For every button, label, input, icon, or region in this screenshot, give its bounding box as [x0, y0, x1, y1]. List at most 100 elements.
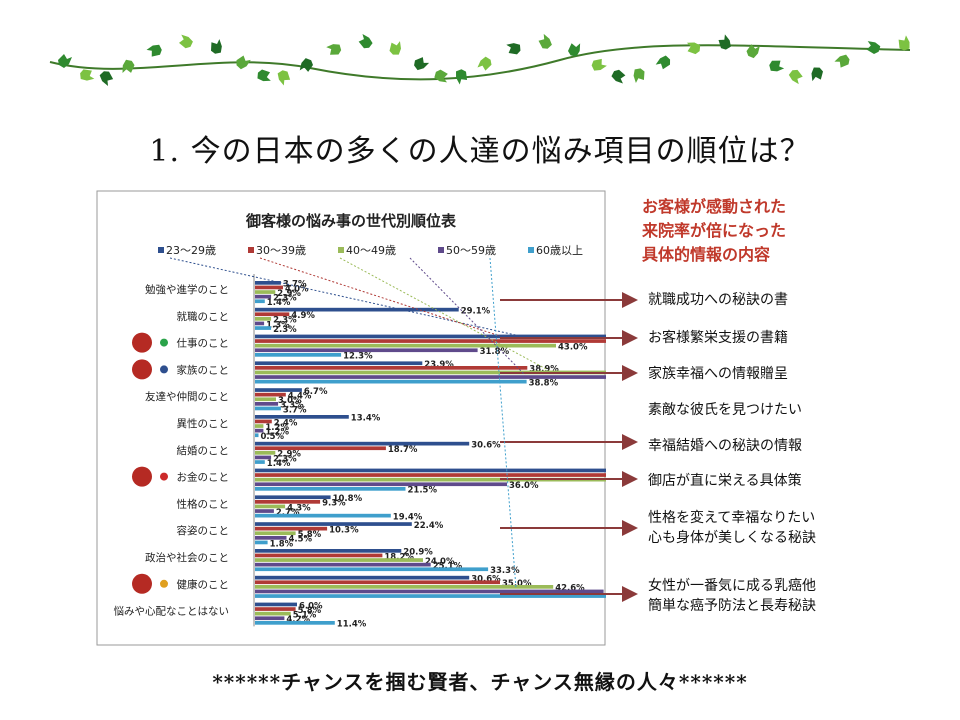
bar [255, 540, 268, 545]
vine-leaf-icon [591, 58, 607, 71]
bar [255, 353, 342, 357]
vine-leaf-icon [898, 35, 910, 51]
bar [255, 621, 335, 625]
annotation-heading-line: お客様が感動された [642, 197, 787, 216]
vine-leaf-icon [866, 41, 881, 54]
chart-title: 御客様の悩み事の世代別順位表 [245, 212, 457, 230]
vine-leaf-icon [746, 44, 760, 59]
vine-leaf-icon [358, 33, 373, 49]
bar [255, 446, 386, 451]
data-label: 30.6% [471, 575, 501, 585]
bar [255, 536, 287, 540]
category-label: 就職のこと [177, 310, 230, 323]
category-label: 異性のこと [177, 417, 230, 430]
category-label: 性格のこと [177, 497, 230, 510]
bar [255, 428, 264, 433]
category-dot [160, 338, 168, 347]
bar [255, 531, 296, 536]
highlight-marker [132, 332, 152, 353]
vine-leaf-icon [99, 71, 114, 86]
category-dot [160, 472, 168, 481]
vine-leaf-icon [611, 69, 626, 84]
bar [255, 419, 272, 424]
data-label: 38.8% [529, 379, 559, 389]
legend-item: 50～59歳 [438, 244, 496, 257]
annotation-line: 心も身体が美しくなる秘訣 [648, 530, 816, 546]
legend-item: 23～29歳 [158, 244, 216, 257]
data-label: 18.7% [388, 445, 418, 455]
data-label: 18.2% [384, 552, 414, 562]
annotation-line: お客様繁栄支援の書籍 [648, 330, 788, 346]
legend-label: 30～39歳 [256, 244, 306, 257]
data-label: 20.9% [403, 548, 433, 558]
annotation-heading-line: 具体的情報の内容 [642, 245, 771, 264]
vine-leaf-icon [58, 54, 72, 68]
annotation-item: 就職成功への秘訣の書 [648, 290, 788, 310]
vine-leaf-icon [769, 60, 785, 72]
bar [255, 558, 423, 562]
bar [255, 370, 606, 375]
vine-leaf-icon [236, 55, 251, 70]
legend-item: 30～39歳 [248, 244, 306, 257]
legend-swatch [248, 247, 254, 253]
data-label: 1.8% [270, 539, 294, 549]
data-label: 4.4% [288, 392, 312, 402]
bar [255, 549, 402, 553]
highlight-marker [132, 466, 152, 487]
data-label: 1.2% [265, 423, 289, 433]
data-label: 42.6% [555, 584, 585, 594]
bar [255, 611, 291, 616]
data-label: 5.8% [298, 606, 322, 616]
annotation-item: 性格を変えて幸福なりたい 心も身体が美しくなる秘訣 [648, 508, 816, 548]
annotation-item: 女性が一番気に成る乳癌他 簡単な癌予防法と長寿秘訣 [648, 576, 816, 616]
legend-label: 23～29歳 [166, 244, 216, 257]
data-label: 0.5% [261, 432, 285, 442]
data-label: 12.3% [343, 352, 373, 362]
data-label: 2.3% [273, 454, 297, 464]
bar [255, 441, 470, 446]
data-label: 4.3% [287, 503, 311, 513]
vine-leaf-icon [456, 69, 468, 85]
vine-leaf-icon [788, 69, 803, 85]
bar [255, 500, 321, 504]
vine-leaf-icon [834, 54, 850, 68]
vine-leaf-icon [299, 58, 313, 72]
data-label: 43.0% [558, 343, 588, 353]
category-label: 結婚のこと [177, 444, 230, 457]
annotation-line: 性格を変えて幸福なりたい [648, 510, 816, 526]
bar [255, 522, 412, 526]
data-label: 4.2% [286, 615, 310, 625]
vine-leaf-icon [389, 41, 401, 55]
category-dot [160, 579, 168, 588]
legend-swatch [338, 247, 344, 253]
footer-text: ******チャンスを掴む賢者、チャンス無縁の人々****** [212, 670, 748, 694]
data-label: 13.4% [351, 414, 381, 424]
annotation-heading: お客様が感動された 来院率が倍になった 具体的情報の内容 [642, 195, 842, 267]
bar [255, 526, 328, 531]
data-label: 22.4% [414, 521, 444, 531]
vine-leaf-icon [568, 43, 581, 57]
bar [255, 477, 606, 482]
bar [255, 406, 281, 411]
highlight-marker [132, 573, 152, 594]
data-label: 5.8% [298, 530, 322, 540]
bar [255, 567, 489, 572]
data-label: 9.3% [322, 499, 346, 509]
bar [255, 424, 264, 428]
data-label: 2.3% [273, 325, 297, 335]
data-label: 3.3% [280, 401, 304, 411]
category-label: 仕事のこと [177, 337, 230, 350]
data-label: 30.6% [471, 441, 501, 451]
bar [255, 553, 383, 558]
category-label: 容姿のこと [177, 524, 230, 537]
annotation-item: お客様繁栄支援の書籍 [648, 328, 788, 348]
bar [255, 343, 556, 348]
data-label: 1.4% [267, 459, 291, 469]
bar [255, 468, 606, 473]
vine-leaf-icon [257, 69, 271, 82]
vine-leaf-icon [211, 39, 222, 54]
data-label: 36.0% [509, 481, 539, 491]
data-label: 2.4% [274, 418, 298, 428]
category-dot [160, 365, 168, 374]
annotation-line: 家族幸福への情報贈呈 [648, 366, 788, 382]
